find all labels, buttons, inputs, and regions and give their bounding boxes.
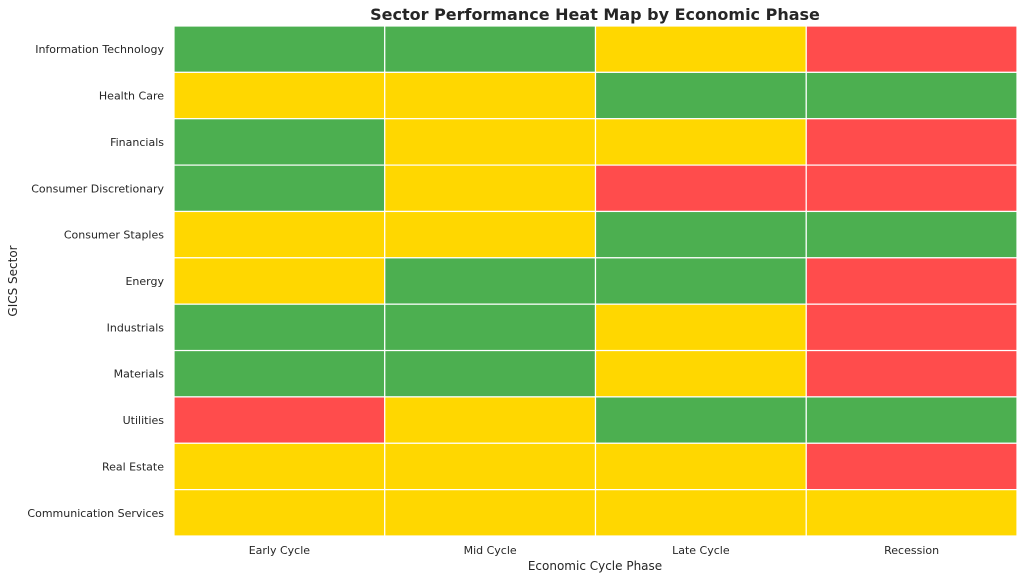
y-tick-label: Information Technology xyxy=(35,43,164,56)
heatmap-cell xyxy=(805,71,1018,120)
heatmap-cell xyxy=(384,71,597,120)
heatmap-cell xyxy=(173,396,386,444)
heatmap-cell xyxy=(594,349,807,398)
heatmap-cell xyxy=(173,303,386,352)
heatmap-cell xyxy=(594,164,807,213)
heatmap-cell xyxy=(173,257,386,305)
heatmap-cell xyxy=(173,118,386,166)
heatmap-cell xyxy=(594,118,807,166)
heatmap-cell xyxy=(384,303,597,352)
y-axis-label: GICS Sector xyxy=(6,245,20,316)
heatmap-cell xyxy=(805,25,1018,73)
heatmap-cell xyxy=(173,71,386,120)
y-tick-label: Real Estate xyxy=(102,460,164,473)
y-tick-labels: Information Technology Health Care Financi… xyxy=(27,43,164,520)
heatmap-cell xyxy=(173,489,386,537)
y-tick-label: Communication Services xyxy=(27,507,164,520)
heatmap-cell xyxy=(384,442,597,491)
heatmap-cell xyxy=(594,396,807,444)
x-axis-label: Economic Cycle Phase xyxy=(528,559,662,573)
heatmap-cell xyxy=(594,25,807,73)
x-tick-label: Early Cycle xyxy=(249,544,311,557)
heatmap-cell xyxy=(384,396,597,444)
heatmap-cell xyxy=(594,71,807,120)
heatmap-cell xyxy=(173,210,386,259)
y-tick-label: Materials xyxy=(114,368,165,381)
y-tick-label: Consumer Discretionary xyxy=(31,182,164,195)
heatmap-cell xyxy=(173,442,386,491)
heatmap-cell xyxy=(805,257,1018,305)
chart-title: Sector Performance Heat Map by Economic … xyxy=(370,5,820,24)
heatmap-cell xyxy=(173,164,386,213)
heatmap-cell xyxy=(384,210,597,259)
y-tick-label: Consumer Staples xyxy=(64,229,164,242)
y-tick-label: Industrials xyxy=(107,321,165,334)
y-tick-label: Utilities xyxy=(123,414,165,427)
x-tick-labels: Early Cycle Mid Cycle Late Cycle Recession xyxy=(249,544,939,557)
y-tick-label: Financials xyxy=(110,136,164,149)
heatmap-cell xyxy=(594,489,807,537)
heatmap-cell xyxy=(805,210,1018,259)
heatmap-cell xyxy=(805,489,1018,537)
x-tick-label: Recession xyxy=(884,544,939,557)
x-tick-label: Late Cycle xyxy=(672,544,730,557)
y-tick-label: Health Care xyxy=(99,90,164,103)
heatmap-cell xyxy=(173,349,386,398)
y-tick-label: Energy xyxy=(125,275,164,288)
heatmap-cell xyxy=(594,442,807,491)
heatmap-cell xyxy=(384,118,597,166)
heatmap-cell xyxy=(805,349,1018,398)
heatmap-cell xyxy=(805,442,1018,491)
heatmap-cell xyxy=(173,25,386,73)
heatmap-cell xyxy=(384,257,597,305)
heatmap-cell xyxy=(594,303,807,352)
heatmap-cell xyxy=(594,257,807,305)
heatmap-cell xyxy=(805,303,1018,352)
heatmap-cell xyxy=(805,164,1018,213)
heatmap-cell xyxy=(594,210,807,259)
heatmap-cell xyxy=(384,164,597,213)
x-tick-label: Mid Cycle xyxy=(464,544,517,557)
heatmap-cell xyxy=(805,118,1018,166)
heatmap-cell xyxy=(384,489,597,537)
heatmap-cell xyxy=(805,396,1018,444)
heatmap-cells xyxy=(173,25,1018,537)
heatmap-cell xyxy=(384,349,597,398)
heatmap-cell xyxy=(384,25,597,73)
